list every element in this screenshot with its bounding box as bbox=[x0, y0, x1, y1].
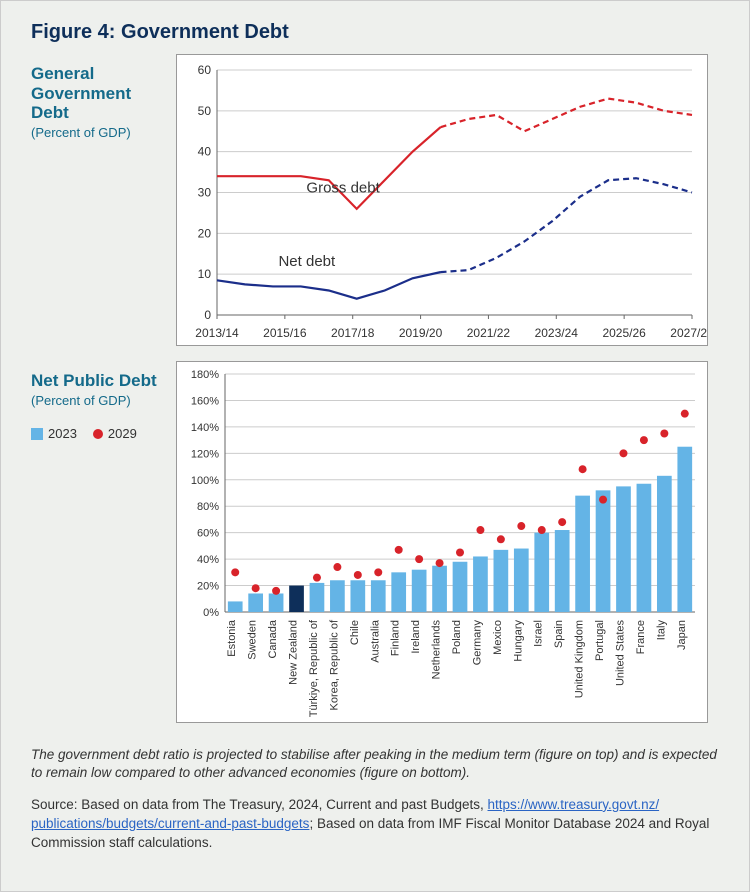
svg-text:2013/14: 2013/14 bbox=[195, 326, 239, 340]
svg-text:United States: United States bbox=[614, 620, 626, 687]
legend-item: 2029 bbox=[93, 426, 137, 441]
svg-text:Italy: Italy bbox=[655, 620, 667, 641]
svg-text:Japan: Japan bbox=[676, 620, 688, 650]
svg-text:New Zealand: New Zealand bbox=[288, 620, 300, 685]
svg-text:Türkiye, Republic of: Türkiye, Republic of bbox=[308, 619, 320, 717]
svg-text:Australia: Australia bbox=[369, 619, 381, 663]
svg-text:10: 10 bbox=[198, 267, 212, 281]
svg-text:160%: 160% bbox=[191, 395, 219, 407]
svg-text:Chile: Chile bbox=[349, 620, 361, 645]
legend-item: 2023 bbox=[31, 426, 77, 441]
bar-chart: 0% 20% 40% 60% 80% 100% 120% 140% 160% 180% Estoni… bbox=[176, 361, 708, 723]
svg-text:Sweden: Sweden bbox=[247, 620, 259, 660]
svg-text:Poland: Poland bbox=[451, 620, 463, 654]
top-chart-row: General Government Debt (Percent of GDP)… bbox=[31, 54, 719, 351]
top-side-subtitle: (Percent of GDP) bbox=[31, 125, 166, 140]
svg-text:60: 60 bbox=[198, 63, 212, 77]
bottom-side-subtitle: (Percent of GDP) bbox=[31, 393, 166, 408]
svg-text:Net debt: Net debt bbox=[278, 253, 336, 270]
line-chart: 0 10 20 30 40 50 60 2013/14 2015/16 2017/18 2019/2… bbox=[176, 54, 708, 346]
svg-text:Ireland: Ireland bbox=[410, 620, 422, 654]
svg-text:2023/24: 2023/24 bbox=[535, 326, 579, 340]
svg-text:United Kingdom: United Kingdom bbox=[574, 620, 586, 698]
figure-source: Source: Based on data from The Treasury,… bbox=[31, 796, 719, 853]
top-side-label: General Government Debt (Percent of GDP) bbox=[31, 54, 176, 140]
legend-label: 2029 bbox=[108, 426, 137, 441]
svg-text:140%: 140% bbox=[191, 422, 219, 434]
bottom-chart-container: 0% 20% 40% 60% 80% 100% 120% 140% 160% 180% Estoni… bbox=[176, 361, 708, 728]
bottom-chart-row: Net Public Debt (Percent of GDP) 2023202… bbox=[31, 361, 719, 728]
svg-text:2025/26: 2025/26 bbox=[602, 326, 646, 340]
svg-text:Korea, Republic of: Korea, Republic of bbox=[328, 619, 340, 710]
svg-text:50: 50 bbox=[198, 104, 212, 118]
svg-text:0%: 0% bbox=[203, 607, 219, 619]
svg-text:Germany: Germany bbox=[471, 620, 483, 666]
svg-text:2027/28: 2027/28 bbox=[670, 326, 708, 340]
svg-text:France: France bbox=[635, 620, 647, 654]
top-side-title: General Government Debt bbox=[31, 64, 166, 123]
svg-text:30: 30 bbox=[198, 186, 212, 200]
bottom-legend: 2023 2029 bbox=[31, 426, 166, 441]
svg-text:Estonia: Estonia bbox=[226, 619, 238, 657]
svg-text:2015/16: 2015/16 bbox=[263, 326, 307, 340]
bottom-side-label: Net Public Debt (Percent of GDP) 2023202… bbox=[31, 361, 176, 441]
svg-text:120%: 120% bbox=[191, 448, 219, 460]
svg-text:180%: 180% bbox=[191, 369, 219, 381]
svg-text:Finland: Finland bbox=[390, 620, 402, 656]
svg-text:0: 0 bbox=[204, 308, 211, 322]
svg-text:40: 40 bbox=[198, 145, 212, 159]
figure-title: Figure 4: Government Debt bbox=[31, 21, 719, 44]
svg-text:Portugal: Portugal bbox=[594, 620, 606, 661]
svg-text:Israel: Israel bbox=[533, 620, 545, 647]
bottom-side-title: Net Public Debt bbox=[31, 371, 166, 391]
svg-text:20%: 20% bbox=[197, 581, 219, 593]
svg-text:2017/18: 2017/18 bbox=[331, 326, 375, 340]
legend-dot-icon bbox=[93, 429, 103, 439]
svg-text:Gross debt: Gross debt bbox=[306, 180, 380, 197]
svg-text:2021/22: 2021/22 bbox=[467, 326, 511, 340]
legend-label: 2023 bbox=[48, 426, 77, 441]
legend-square-icon bbox=[31, 428, 43, 440]
svg-text:Hungary: Hungary bbox=[512, 620, 524, 662]
svg-text:60%: 60% bbox=[197, 528, 219, 540]
source-prefix: Source: Based on data from The Treasury,… bbox=[31, 797, 488, 812]
svg-text:Netherlands: Netherlands bbox=[431, 620, 443, 680]
svg-text:Canada: Canada bbox=[267, 619, 279, 658]
svg-text:20: 20 bbox=[198, 226, 212, 240]
figure-caption: The government debt ratio is projected t… bbox=[31, 746, 719, 782]
svg-text:80%: 80% bbox=[197, 501, 219, 513]
svg-text:2019/20: 2019/20 bbox=[399, 326, 443, 340]
svg-text:Mexico: Mexico bbox=[492, 620, 504, 655]
top-chart-container: 0 10 20 30 40 50 60 2013/14 2015/16 2017/18 2019/2… bbox=[176, 54, 708, 351]
svg-text:Spain: Spain bbox=[553, 620, 565, 648]
svg-text:100%: 100% bbox=[191, 475, 219, 487]
svg-text:40%: 40% bbox=[197, 554, 219, 566]
